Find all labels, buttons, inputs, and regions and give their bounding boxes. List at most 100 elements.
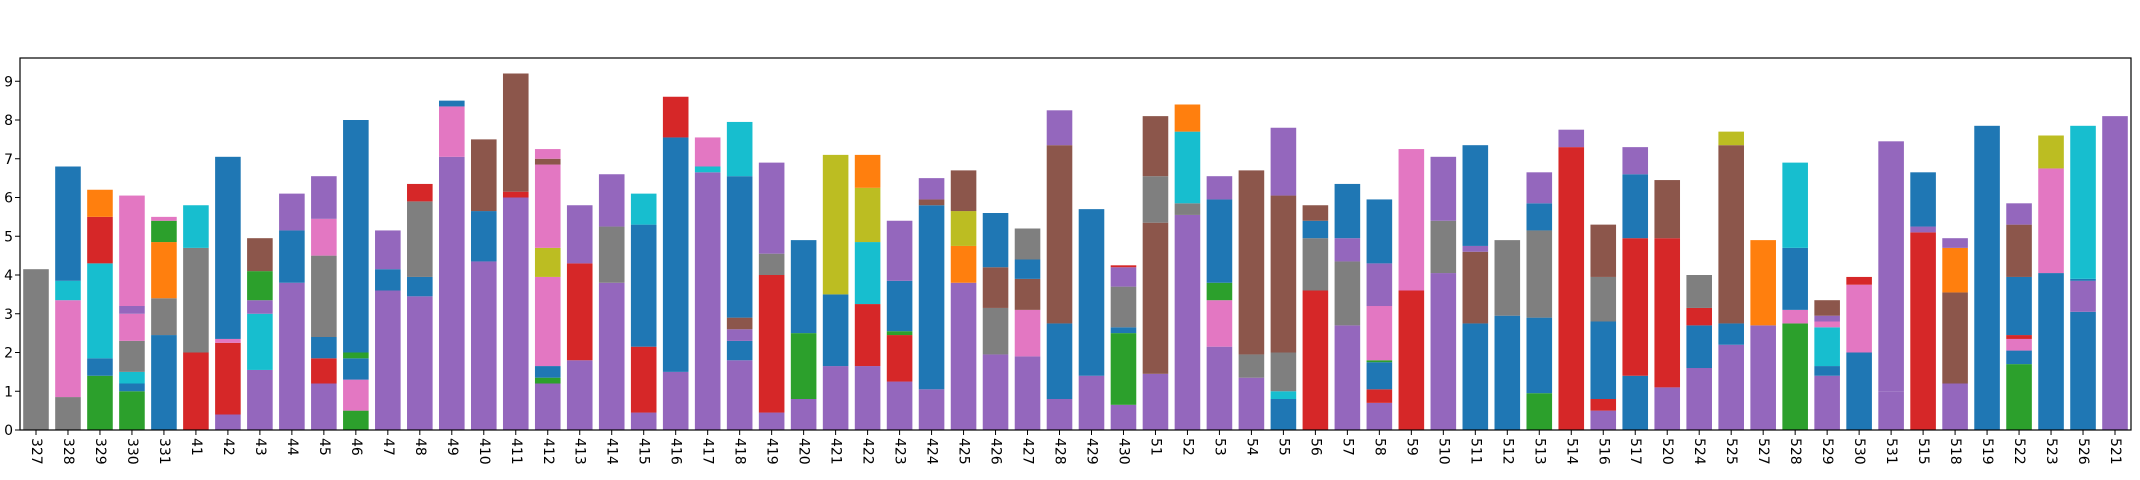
bar-segment-45-0 — [311, 383, 337, 430]
bar-segment-52-3 — [1174, 104, 1201, 132]
bar-segment-412-1 — [534, 377, 561, 384]
bar-segment-424-2 — [918, 199, 945, 206]
bar-segment-518-0 — [1942, 383, 1968, 430]
x-tick-label-55: 55 — [1275, 438, 1291, 456]
bar-segment-43-4 — [247, 238, 273, 272]
bar-segment-424-3 — [918, 178, 945, 200]
bar-segment-413-0 — [566, 360, 593, 430]
bar-segment-516-2 — [1590, 321, 1617, 399]
bar-segment-426-3 — [982, 213, 1009, 268]
bar-segment-45-4 — [311, 218, 337, 256]
bar-segment-329-3 — [87, 216, 113, 264]
bar-segment-46-0 — [343, 410, 369, 431]
bar-segment-521-0 — [2102, 116, 2128, 431]
bar-segment-530-0 — [1846, 352, 1872, 430]
bar-segment-411-1 — [502, 191, 529, 198]
bar-segment-329-2 — [87, 263, 113, 359]
bar-segment-48-3 — [407, 183, 433, 202]
bar-segment-418-2 — [726, 329, 753, 341]
x-tick-label-415: 415 — [636, 438, 652, 465]
bar-segment-412-7 — [534, 149, 561, 159]
bar-segment-420-0 — [790, 399, 817, 430]
bar-segment-526-2 — [2070, 278, 2096, 281]
bar-segment-328-1 — [55, 300, 81, 398]
bar-segment-523-2 — [2038, 135, 2064, 169]
bar-segment-42-1 — [215, 342, 241, 415]
bar-segment-45-1 — [311, 358, 337, 384]
bar-segment-57-2 — [1334, 238, 1361, 262]
bar-segment-517-3 — [1622, 147, 1649, 175]
bar-segment-423-1 — [886, 335, 913, 382]
bar-segment-522-5 — [2006, 224, 2032, 277]
bar-segment-528-2 — [1782, 247, 1808, 310]
bar-segment-427-0 — [1014, 356, 1041, 431]
bar-segment-47-0 — [375, 290, 401, 430]
bar-segment-531-1 — [1878, 141, 1904, 392]
bar-segment-52-1 — [1174, 203, 1201, 215]
bar-segment-518-1 — [1942, 292, 1968, 384]
x-tick-label-54: 54 — [1243, 438, 1259, 456]
bar-segment-43-0 — [247, 369, 273, 430]
bar-segment-423-0 — [886, 381, 913, 430]
x-tick-label-529: 529 — [1819, 438, 1835, 465]
bar-segment-418-1 — [726, 340, 753, 361]
bar-segment-43-2 — [247, 300, 273, 314]
y-tick-label-8: 8 — [4, 113, 13, 129]
bar-segment-331-2 — [151, 242, 177, 299]
bar-segment-529-4 — [1814, 315, 1840, 322]
bar-segment-411-2 — [502, 73, 529, 192]
bar-segment-422-1 — [854, 304, 881, 367]
bar-segment-418-0 — [726, 360, 753, 430]
x-tick-label-520: 520 — [1659, 438, 1675, 465]
bar-segment-527-0 — [1750, 325, 1776, 431]
bar-segment-55-1 — [1270, 391, 1297, 399]
x-tick-label-49: 49 — [444, 438, 460, 456]
x-tick-label-52: 52 — [1179, 438, 1195, 456]
x-tick-label-426: 426 — [988, 438, 1004, 465]
x-tick-label-513: 513 — [1531, 438, 1547, 465]
x-tick-label-45: 45 — [316, 438, 332, 456]
x-tick-label-42: 42 — [220, 438, 236, 456]
bar-segment-55-3 — [1270, 195, 1297, 353]
x-tick-label-516: 516 — [1595, 438, 1611, 465]
bar-segment-58-4 — [1366, 306, 1393, 361]
x-tick-label-511: 511 — [1467, 438, 1483, 465]
bar-segments — [23, 73, 2128, 431]
x-tick-label-427: 427 — [1020, 438, 1036, 465]
x-tick-label-51: 51 — [1147, 438, 1163, 456]
bar-segment-330-1 — [119, 383, 145, 392]
bar-segment-53-2 — [1206, 282, 1233, 301]
x-tick-label-46: 46 — [348, 438, 364, 456]
bar-segment-413-1 — [566, 263, 593, 361]
x-tick-label-512: 512 — [1499, 438, 1515, 465]
bar-segment-329-4 — [87, 189, 113, 217]
bar-segment-330-0 — [119, 391, 145, 430]
y-tick-label-0: 0 — [4, 423, 13, 439]
bar-segment-57-3 — [1334, 183, 1361, 239]
y-tick-label-3: 3 — [4, 307, 13, 323]
x-tick-label-57: 57 — [1339, 438, 1355, 456]
bar-segment-520-0 — [1654, 387, 1681, 431]
bar-segment-516-0 — [1590, 410, 1617, 431]
y-tick-label-1: 1 — [4, 384, 13, 400]
x-tick-label-41: 41 — [188, 438, 204, 456]
x-tick-label-421: 421 — [828, 438, 844, 465]
x-tick-label-526: 526 — [2075, 438, 2091, 465]
bar-segment-524-3 — [1686, 275, 1712, 308]
bar-segment-44-0 — [279, 282, 305, 430]
bar-segment-519-0 — [1974, 125, 2000, 430]
bar-segment-57-0 — [1334, 325, 1361, 431]
x-tick-label-521: 521 — [2107, 438, 2123, 465]
bar-segment-516-1 — [1590, 399, 1617, 411]
x-tick-label-517: 517 — [1627, 438, 1643, 465]
x-tick-label-413: 413 — [572, 438, 588, 465]
bar-segment-52-2 — [1174, 131, 1201, 204]
bar-segment-510-2 — [1430, 156, 1457, 221]
y-tick-label-9: 9 — [4, 74, 13, 90]
bar-segment-518-3 — [1942, 238, 1968, 248]
bar-segment-330-4 — [119, 313, 145, 341]
bar-segment-53-0 — [1206, 346, 1233, 430]
bar-segment-417-1 — [694, 166, 721, 173]
y-tick-label-2: 2 — [4, 346, 13, 362]
